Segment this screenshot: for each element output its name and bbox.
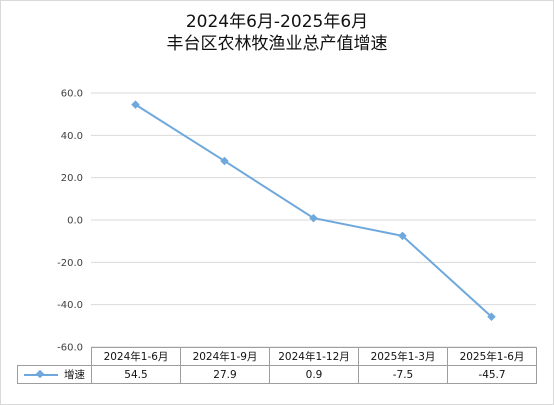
category-label: 2024年1-9月 xyxy=(180,347,270,366)
series-line xyxy=(134,103,493,318)
chart-title-line-1: 2024年6月-2025年6月 xyxy=(185,12,369,32)
data-value-label: 27.9 xyxy=(180,365,270,384)
data-value-label: -45.7 xyxy=(447,365,537,384)
category-label: 2025年1-6月 xyxy=(447,347,537,366)
y-tick-label: -40.0 xyxy=(57,300,83,311)
data-point-marker xyxy=(487,312,496,321)
legend-series-name: 增速 xyxy=(64,369,85,381)
y-axis-ticks: 60.040.020.00.0-20.0-40.0-60.0 xyxy=(57,89,83,354)
y-tick-label: 60.0 xyxy=(61,89,83,100)
series-line-layer xyxy=(131,100,496,321)
data-value-label: 0.9 xyxy=(269,365,359,384)
chart-title-line-2: 丰台区农林牧渔业总产值增速 xyxy=(166,34,388,54)
category-label: 2025年1-3月 xyxy=(358,347,448,366)
data-value-label: 54.5 xyxy=(91,365,181,384)
y-tick-label: 0.0 xyxy=(67,216,83,227)
data-point-marker xyxy=(220,156,229,166)
y-tick-label: 40.0 xyxy=(61,131,83,142)
table-corner-cell xyxy=(17,347,92,366)
legend-line-marker-icon xyxy=(24,369,58,378)
legend-cell: 增速 xyxy=(17,365,92,384)
table-header-row: 2024年1-6月 2024年1-9月 2024年1-12月 2025年1-3月… xyxy=(17,347,537,366)
category-label: 2024年1-6月 xyxy=(91,347,181,366)
data-point-marker xyxy=(309,213,318,223)
data-point-marker xyxy=(131,100,140,109)
chart-data-table: 2024年1-6月 2024年1-9月 2024年1-12月 2025年1-3月… xyxy=(17,347,537,384)
table-row: 增速 54.5 27.9 0.9 -7.5 -45.7 xyxy=(17,365,537,384)
y-tick-label: 20.0 xyxy=(61,173,83,184)
category-label: 2024年1-12月 xyxy=(269,347,359,366)
data-value-label: -7.5 xyxy=(358,365,448,384)
data-point-marker xyxy=(398,231,407,241)
y-tick-label: -20.0 xyxy=(57,258,83,269)
